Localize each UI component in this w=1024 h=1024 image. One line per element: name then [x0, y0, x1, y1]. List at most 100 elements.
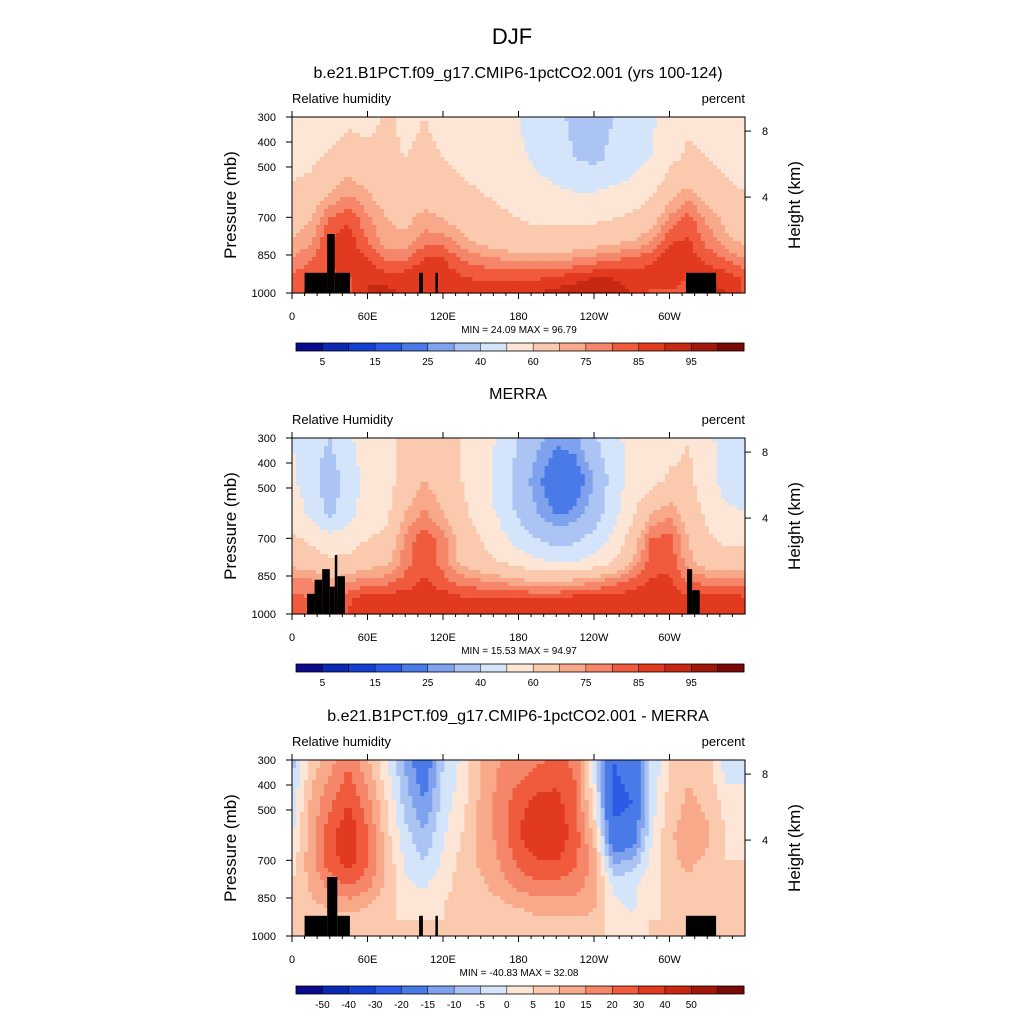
contour-cell — [340, 117, 345, 122]
contour-cell — [428, 205, 433, 210]
contour-cell — [376, 153, 381, 158]
contour-cell — [464, 253, 469, 258]
contour-cell — [356, 137, 361, 142]
contour-cell — [328, 173, 333, 178]
contour-cell — [588, 281, 594, 286]
contour-cell — [648, 121, 654, 126]
contour-cell — [376, 257, 381, 262]
contour-cell — [476, 201, 482, 206]
contour-cell — [644, 245, 650, 250]
contour-cell — [588, 285, 594, 290]
contour-cell — [320, 149, 325, 154]
contour-cell — [432, 205, 437, 210]
contour-cell — [364, 257, 369, 262]
contour-cell — [408, 257, 413, 262]
contour-cell — [436, 125, 441, 130]
contour-cell — [360, 229, 365, 234]
contour-cell — [728, 197, 734, 202]
contour-cell — [532, 181, 538, 186]
contour-cell — [400, 233, 405, 238]
contour-cell — [304, 269, 309, 274]
contour-cell — [384, 149, 389, 154]
contour-cell — [640, 209, 646, 214]
contour-cell — [500, 157, 506, 162]
contour-cell — [544, 205, 550, 210]
contour-cell — [712, 129, 718, 134]
contour-cell — [424, 177, 429, 182]
contour-cell — [580, 221, 586, 226]
contour-cell — [300, 233, 305, 238]
contour-cell — [644, 141, 650, 146]
contour-cell — [696, 133, 702, 138]
contour-cell — [456, 233, 461, 238]
contour-cell — [564, 233, 570, 238]
contour-cell — [644, 241, 650, 246]
contour-cell — [412, 189, 417, 194]
contour-cell — [564, 237, 570, 242]
contour-cell — [700, 241, 706, 246]
contour-cell — [720, 241, 726, 246]
contour-cell — [452, 285, 457, 290]
contour-cell — [540, 225, 546, 230]
contour-cell — [624, 169, 630, 174]
contour-cell — [476, 145, 482, 150]
contour-cell — [408, 241, 413, 246]
contour-cell — [444, 249, 449, 254]
contour-cell — [340, 213, 345, 218]
contour-cell — [696, 153, 702, 158]
contour-cell — [408, 145, 413, 150]
contour-cell — [368, 181, 373, 186]
contour-cell — [384, 129, 389, 134]
contour-cell — [724, 233, 730, 238]
contour-cell — [552, 225, 558, 230]
contour-cell — [616, 285, 622, 290]
contour-cell — [392, 273, 397, 278]
contour-cell — [316, 193, 321, 198]
contour-cell — [376, 253, 381, 258]
contour-cell — [436, 137, 441, 142]
contour-cell — [660, 121, 666, 126]
contour-cell — [516, 137, 522, 142]
contour-cell — [368, 153, 373, 158]
contour-cell — [712, 173, 718, 178]
contour-cell — [416, 161, 421, 166]
contour-cell — [404, 161, 409, 166]
contour-cell — [564, 117, 570, 122]
contour-cell — [564, 189, 570, 194]
contour-cell — [604, 265, 610, 270]
contour-cell — [604, 213, 610, 218]
contour-cell — [464, 281, 469, 286]
contour-cell — [632, 177, 638, 182]
contour-cell — [356, 225, 361, 230]
contour-cell — [708, 245, 714, 250]
contour-cell — [472, 209, 478, 214]
contour-cell — [536, 129, 542, 134]
contour-cell — [620, 137, 626, 142]
contour-cell — [388, 165, 393, 170]
contour-cell — [388, 257, 393, 262]
contour-cell — [412, 213, 417, 218]
contour-cell — [296, 261, 301, 266]
contour-cell — [668, 133, 674, 138]
contour-cell — [300, 237, 305, 242]
contour-cell — [340, 177, 345, 182]
contour-cell — [552, 229, 558, 234]
contour-cell — [332, 157, 337, 162]
contour-cell — [616, 137, 622, 142]
contour-cell — [704, 237, 710, 242]
contour-cell — [408, 157, 413, 162]
contour-cell — [484, 197, 490, 202]
contour-cell — [340, 125, 345, 130]
contour-cell — [656, 117, 662, 122]
contour-cell — [416, 209, 421, 214]
contour-cell — [576, 233, 582, 238]
contour-cell — [572, 261, 578, 266]
contour-cell — [344, 197, 349, 202]
contour-cell — [632, 245, 638, 250]
contour-cell — [360, 153, 365, 158]
contour-cell — [504, 285, 510, 290]
contour-cell — [632, 233, 638, 238]
contour-cell — [480, 281, 486, 286]
contour-cell — [504, 249, 510, 254]
contour-cell — [492, 177, 498, 182]
